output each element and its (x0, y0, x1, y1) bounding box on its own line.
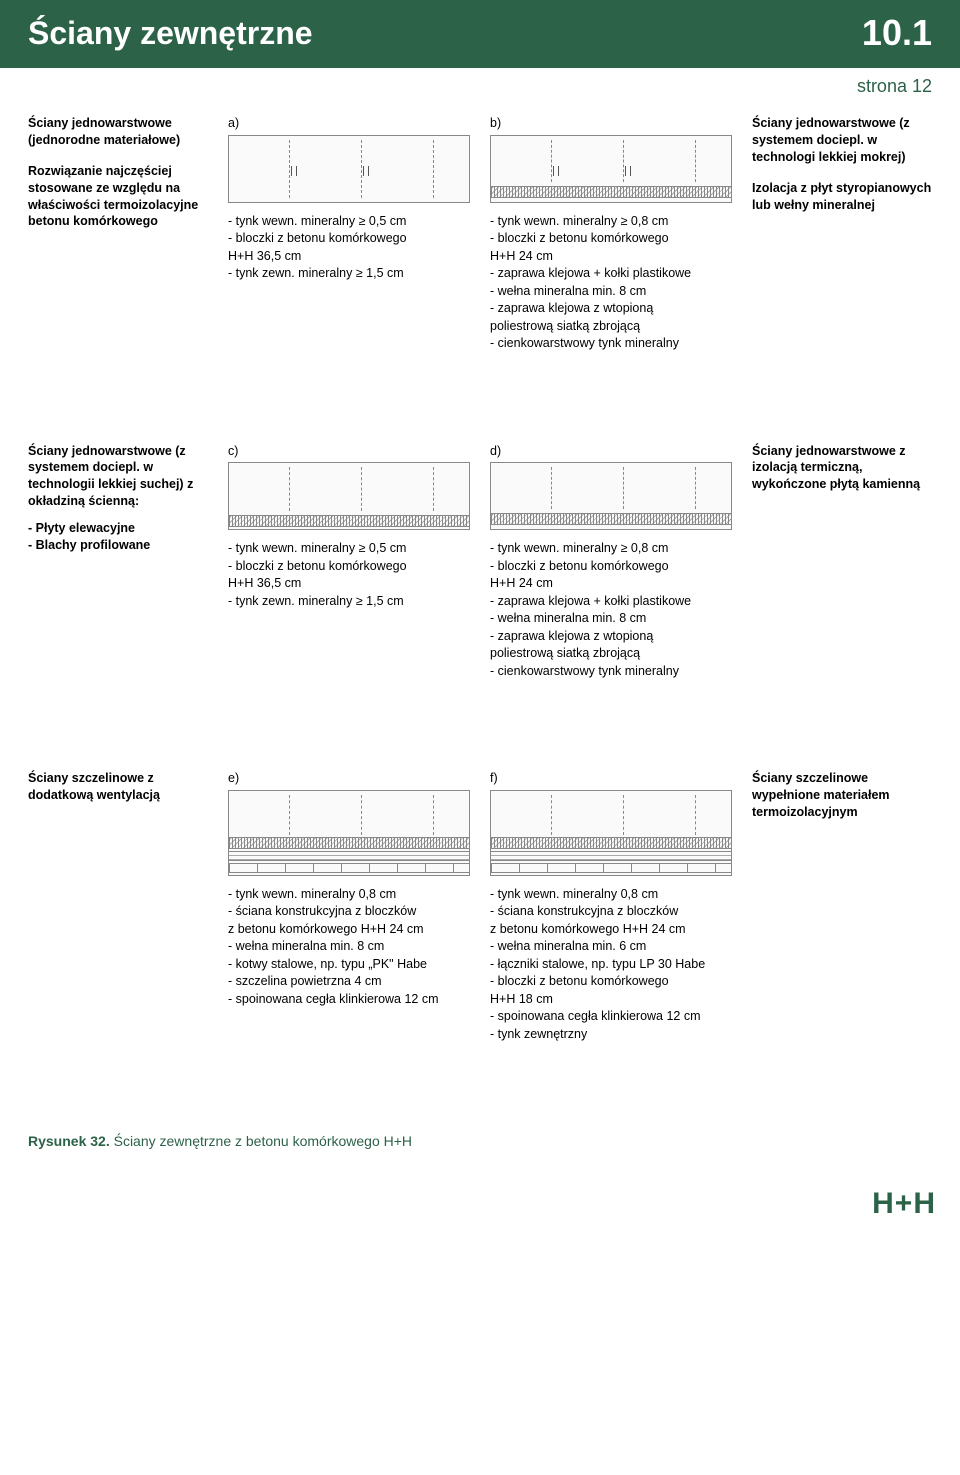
row1-right-body: Izolacja z płyt styropianowych lub wełny… (752, 180, 932, 214)
row1-left-body: Rozwiązanie najczęściej stosowane ze wzg… (28, 163, 208, 231)
spec-line: H+H 18 cm (490, 991, 732, 1009)
label-f: f) (490, 770, 732, 788)
spec-line: - spoinowana cegła klinkierowa 12 cm (490, 1008, 732, 1026)
specs-f: - tynk wewn. mineralny 0,8 cm - ściana k… (490, 886, 732, 1044)
caption-text: Ściany zewnętrzne z betonu komórkowego H… (110, 1133, 412, 1149)
row3-mid: e) - tynk wewn. mineralny 0,8 cm - ścian… (228, 770, 732, 1043)
spec-line: H+H 24 cm (490, 248, 732, 266)
header-title: Ściany zewnętrzne (28, 15, 313, 52)
panel-b: b) - tynk wewn. mineralny ≥ 0,8 cm - blo… (490, 115, 732, 353)
specs-e: - tynk wewn. mineralny 0,8 cm - ściana k… (228, 886, 470, 1009)
row1-right-title: Ściany jednowarstwowe (z systemem dociep… (752, 115, 932, 166)
spec-line: z betonu komórkowego H+H 24 cm (490, 921, 732, 939)
spec-line: - wełna mineralna min. 8 cm (228, 938, 470, 956)
footer: H+H (0, 1179, 960, 1239)
row2-left-item: - Płyty elewacyjne (28, 520, 208, 537)
row3-left: Ściany szczelinowe z dodatkową wentylacj… (28, 770, 208, 1043)
row3-right: Ściany szczelinowe wypełnione materiałem… (752, 770, 932, 1043)
row1-left-title: Ściany jednowarstwowe (jednorodne materi… (28, 115, 208, 149)
row1-left: Ściany jednowarstwowe (jednorodne materi… (28, 115, 208, 353)
row2-left-item: - Blachy profilowane (28, 537, 208, 554)
spec-line: - wełna mineralna min. 6 cm (490, 938, 732, 956)
spec-line: z betonu komórkowego H+H 24 cm (228, 921, 470, 939)
label-c: c) (228, 443, 470, 461)
header-banner: Ściany zewnętrzne 10.1 (0, 0, 960, 68)
spec-line: H+H 24 cm (490, 575, 732, 593)
panel-a: a) - tynk wewn. mineralny ≥ 0,5 cm - blo… (228, 115, 470, 353)
panel-f: f) - tynk wewn. mineralny 0,8 cm - ścian… (490, 770, 732, 1043)
row-cd: Ściany jednowarstwowe (z systemem dociep… (28, 443, 932, 681)
diagram-f (490, 790, 732, 876)
row1-right: Ściany jednowarstwowe (z systemem dociep… (752, 115, 932, 353)
spec-line: H+H 36,5 cm (228, 575, 470, 593)
spec-line: H+H 36,5 cm (228, 248, 470, 266)
spec-line: - cienkowarstwowy tynk mineralny (490, 663, 732, 681)
spec-line: - wełna mineralna min. 8 cm (490, 283, 732, 301)
spec-line: - zaprawa klejowa z wtopioną (490, 300, 732, 318)
spec-line: - tynk wewn. mineralny ≥ 0,5 cm (228, 213, 470, 231)
specs-a: - tynk wewn. mineralny ≥ 0,5 cm - bloczk… (228, 213, 470, 283)
spec-line: - kotwy stalowe, np. typu „PK" Habe (228, 956, 470, 974)
specs-d: - tynk wewn. mineralny ≥ 0,8 cm - bloczk… (490, 540, 732, 680)
row2-right-title: Ściany jednowarstwowe z izolacją termicz… (752, 443, 932, 494)
label-b: b) (490, 115, 732, 133)
label-d: d) (490, 443, 732, 461)
diagram-c (228, 462, 470, 530)
row-ef: Ściany szczelinowe z dodatkową wentylacj… (28, 770, 932, 1043)
spec-line: - tynk wewn. mineralny 0,8 cm (228, 886, 470, 904)
row2-mid: c) - tynk wewn. mineralny ≥ 0,5 cm - blo… (228, 443, 732, 681)
page-number: strona 12 (0, 68, 960, 115)
content-area: Ściany jednowarstwowe (jednorodne materi… (0, 115, 960, 1179)
spec-line: - tynk zewnętrzny (490, 1026, 732, 1044)
diagram-b (490, 135, 732, 203)
spec-line: - bloczki z betonu komórkowego (490, 230, 732, 248)
spec-line: - zaprawa klejowa + kołki plastikowe (490, 265, 732, 283)
row1-mid: a) - tynk wewn. mineralny ≥ 0,5 cm - blo… (228, 115, 732, 353)
spec-line: - zaprawa klejowa + kołki plastikowe (490, 593, 732, 611)
spec-line: - tynk wewn. mineralny ≥ 0,5 cm (228, 540, 470, 558)
row3-right-title: Ściany szczelinowe wypełnione materiałem… (752, 770, 932, 821)
spec-line: - bloczki z betonu komórkowego (490, 558, 732, 576)
spec-line: poliestrową siatką zbrojącą (490, 645, 732, 663)
caption-label: Rysunek 32. (28, 1133, 110, 1149)
spec-line: poliestrową siatką zbrojącą (490, 318, 732, 336)
panel-e: e) - tynk wewn. mineralny 0,8 cm - ścian… (228, 770, 470, 1043)
spec-line: - bloczki z betonu komórkowego (228, 230, 470, 248)
spec-line: - wełna mineralna min. 8 cm (490, 610, 732, 628)
spec-line: - bloczki z betonu komórkowego (490, 973, 732, 991)
header-section-number: 10.1 (862, 12, 932, 54)
row-ab: Ściany jednowarstwowe (jednorodne materi… (28, 115, 932, 353)
brand-logo: H+H (872, 1187, 936, 1221)
label-a: a) (228, 115, 470, 133)
spec-line: - spoinowana cegła klinkierowa 12 cm (228, 991, 470, 1009)
figure-caption: Rysunek 32. Ściany zewnętrzne z betonu k… (28, 1133, 932, 1149)
spec-line: - tynk zewn. mineralny ≥ 1,5 cm (228, 593, 470, 611)
panel-c: c) - tynk wewn. mineralny ≥ 0,5 cm - blo… (228, 443, 470, 681)
label-e: e) (228, 770, 470, 788)
spec-line: - łączniki stalowe, np. typu LP 30 Habe (490, 956, 732, 974)
row2-left-title: Ściany jednowarstwowe (z systemem dociep… (28, 443, 208, 511)
diagram-d (490, 462, 732, 530)
spec-line: - cienkowarstwowy tynk mineralny (490, 335, 732, 353)
spec-line: - szczelina powietrzna 4 cm (228, 973, 470, 991)
spec-line: - ściana konstrukcyjna z bloczków (490, 903, 732, 921)
row3-left-title: Ściany szczelinowe z dodatkową wentylacj… (28, 770, 208, 804)
spec-line: - tynk zewn. mineralny ≥ 1,5 cm (228, 265, 470, 283)
diagram-e (228, 790, 470, 876)
spec-line: - ściana konstrukcyjna z bloczków (228, 903, 470, 921)
panel-d: d) - tynk wewn. mineralny ≥ 0,8 cm - blo… (490, 443, 732, 681)
row2-right: Ściany jednowarstwowe z izolacją termicz… (752, 443, 932, 681)
diagram-a (228, 135, 470, 203)
specs-c: - tynk wewn. mineralny ≥ 0,5 cm - bloczk… (228, 540, 470, 610)
spec-line: - tynk wewn. mineralny ≥ 0,8 cm (490, 213, 732, 231)
spec-line: - bloczki z betonu komórkowego (228, 558, 470, 576)
spec-line: - tynk wewn. mineralny ≥ 0,8 cm (490, 540, 732, 558)
spec-line: - tynk wewn. mineralny 0,8 cm (490, 886, 732, 904)
row2-left: Ściany jednowarstwowe (z systemem dociep… (28, 443, 208, 681)
spec-line: - zaprawa klejowa z wtopioną (490, 628, 732, 646)
specs-b: - tynk wewn. mineralny ≥ 0,8 cm - bloczk… (490, 213, 732, 353)
